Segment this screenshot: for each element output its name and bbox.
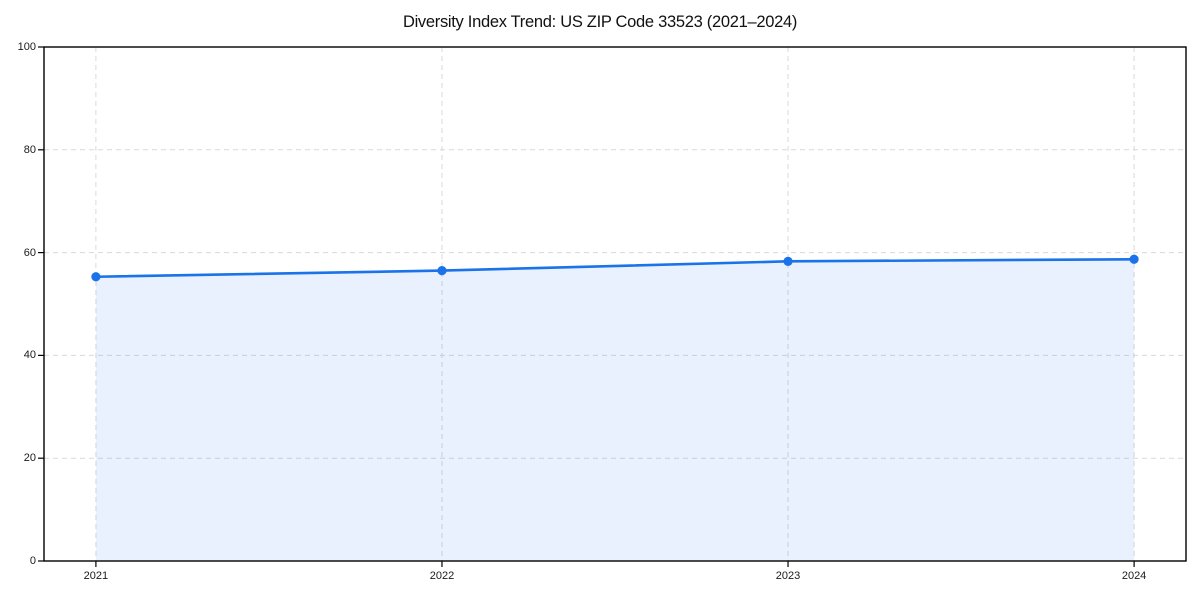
y-axis-tick-label: 40 xyxy=(23,349,36,362)
y-axis-tick-label: 60 xyxy=(23,246,36,259)
y-axis-tick-label: 0 xyxy=(29,555,36,567)
area-fill xyxy=(95,259,1135,561)
y-axis-tick-label: 80 xyxy=(23,143,36,156)
chart-title: Diversity Index Trend: US ZIP Code 33523… xyxy=(402,13,798,31)
x-axis-tick-label: 2024 xyxy=(1121,570,1147,582)
y-axis-tick-label: 20 xyxy=(23,452,36,465)
y-axis-tick-label: 100 xyxy=(17,41,36,53)
x-axis-tick-label: 2023 xyxy=(775,570,801,582)
data-point-2022 xyxy=(437,265,447,276)
x-axis-tick-label: 2021 xyxy=(83,570,109,582)
plot-border xyxy=(43,46,1187,562)
x-axis-tick-label: 2022 xyxy=(429,570,455,582)
data-point-2024 xyxy=(1129,254,1139,264)
data-point-2021 xyxy=(91,272,101,282)
data-point-2023 xyxy=(783,256,793,266)
trend-line xyxy=(94,257,1136,279)
